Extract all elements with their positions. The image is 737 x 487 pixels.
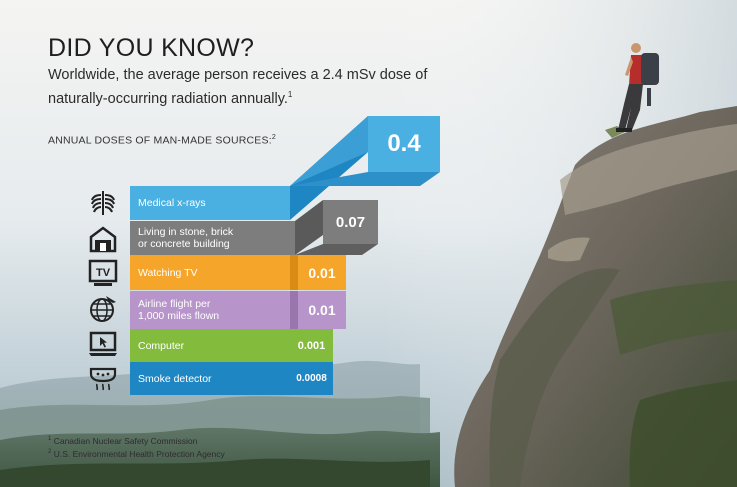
house-icon [88, 224, 118, 254]
airline-flight-label: Airline flight per 1,000 miles flown [138, 298, 220, 322]
medical-xrays-value: 0.4 [387, 130, 421, 157]
page-title: DID YOU KNOW? [48, 34, 255, 62]
smoke-detector-label: Smoke detector [138, 372, 212, 385]
airline-value-edge [290, 291, 298, 329]
footnotes: 1 Canadian Nuclear Safety Commission 2 U… [48, 434, 225, 460]
medical-bar [130, 186, 290, 220]
smoke-detector-value: 0.0008 [296, 373, 327, 384]
footnote-2: 2 U.S. Environmental Health Protection A… [48, 448, 225, 459]
computer-value: 0.001 [297, 339, 326, 352]
ribcage-xray-icon [88, 188, 118, 218]
building-label: Living in stone, brick or concrete build… [138, 226, 234, 250]
building-3d-top [295, 200, 323, 255]
medical-value-face [368, 116, 440, 172]
tv-bar [130, 255, 298, 290]
intro-footnote-ref: 1 [287, 90, 293, 99]
tv-value-edge [290, 255, 298, 290]
airline-flight-value: 0.01 [308, 302, 336, 318]
computer-bar [130, 329, 290, 362]
smoke-value-face [290, 362, 333, 395]
computer-label: Computer [138, 339, 185, 352]
building-value: 0.07 [335, 213, 366, 231]
building-value-face [323, 200, 378, 244]
airplane-globe-icon [88, 294, 118, 324]
tv-value-face [298, 255, 346, 290]
chart-subheading: ANNUAL DOSES OF MAN-MADE SOURCES:2 [48, 134, 276, 147]
watching-tv-value: 0.01 [308, 264, 336, 281]
tv-icon: TV [88, 258, 118, 288]
footnote-1: 1 Canadian Nuclear Safety Commission [48, 435, 198, 446]
intro-text: Worldwide, the average person receives a… [48, 67, 428, 107]
medical-3d-top [290, 116, 368, 186]
smoke-bar [130, 362, 290, 395]
hiker-figure [616, 43, 659, 132]
smoke-detector-icon [88, 364, 118, 394]
medical-xrays-label: Medical x-rays [138, 197, 206, 209]
airline-bar [130, 291, 298, 329]
computer-icon [88, 329, 118, 359]
building-bar [130, 221, 295, 255]
svg-text:TV: TV [96, 267, 111, 279]
subheading-footnote-ref: 2 [271, 134, 276, 141]
airline-value-face [298, 291, 346, 329]
medical-connector [290, 172, 368, 186]
computer-value-face [290, 329, 333, 362]
medical-value-side [354, 172, 440, 186]
dose-chart [130, 116, 440, 395]
building-value-shadow [295, 244, 378, 255]
watching-tv-label: Watching TV [138, 266, 198, 279]
